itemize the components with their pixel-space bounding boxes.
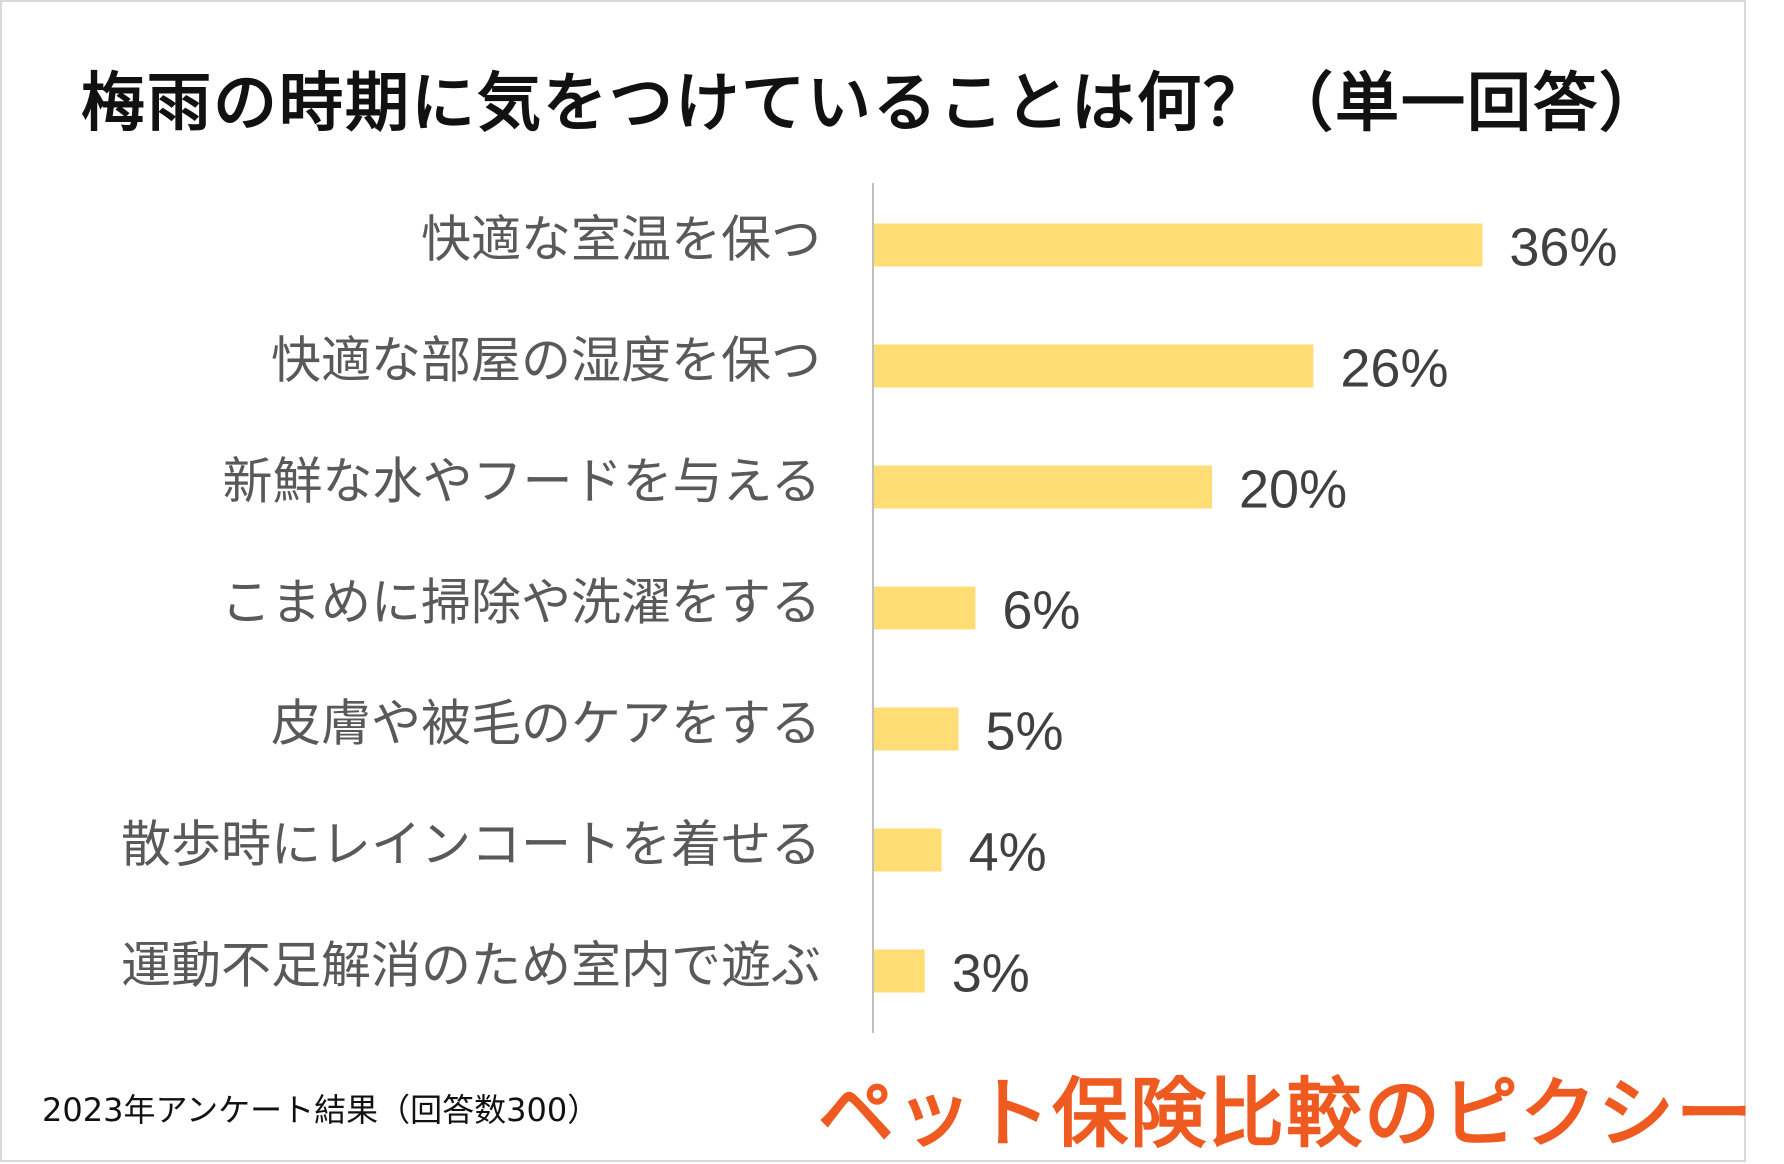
bar [874,949,925,993]
value-label: 20% [1239,459,1347,519]
category-label: 運動不足解消のため室内で遊ぶ [121,937,821,995]
value-label: 3% [952,943,1030,1003]
bar [874,223,1483,267]
value-label: 6% [1002,580,1080,640]
bar [874,828,942,872]
value-label: 5% [986,701,1064,761]
category-label: 快適な室温を保つ [421,211,821,269]
bar [874,465,1212,509]
value-label: 4% [969,822,1047,882]
category-label: 新鮮な水やフードを与える [223,453,822,511]
brand-logo-text: ペット保険比較のピクシー [818,1069,1754,1158]
category-label: 皮膚や被毛のケアをする [271,695,821,753]
footnote: 2023年アンケート結果（回答数300） [42,1091,600,1129]
chart-frame [0,0,1746,1162]
chart-title: 梅雨の時期に気をつけていることは何？（単一回答） [81,67,1665,141]
bar [874,586,976,630]
value-label: 26% [1340,338,1448,398]
category-label: 散歩時にレインコートを着せる [121,816,821,874]
category-label: こまめに掃除や洗濯をする [221,574,821,632]
bar [874,707,959,751]
category-label: 快適な部屋の湿度を保つ [271,332,821,390]
bar [874,344,1314,388]
value-label: 36% [1509,217,1617,277]
